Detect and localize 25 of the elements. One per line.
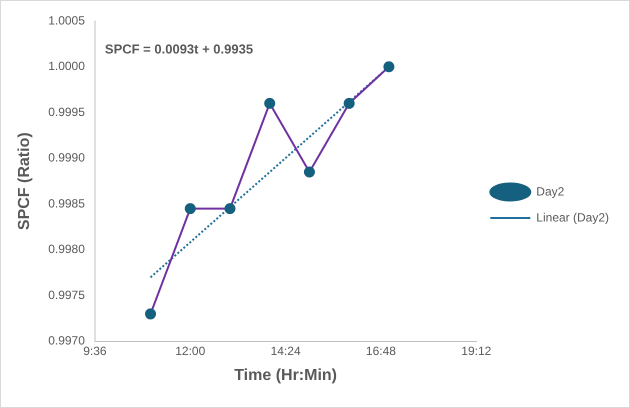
- x-axis-title: Time (Hr:Min): [234, 366, 338, 384]
- x-tick-label: 12:00: [175, 344, 206, 358]
- y-axis-title: SPCF (Ratio): [16, 132, 34, 230]
- y-tick-label: 1.0005: [48, 13, 86, 28]
- x-tick-label: 16:48: [366, 344, 396, 358]
- y-tick-label: 0.9975: [48, 288, 86, 302]
- y-tick-label: 0.9985: [48, 196, 86, 210]
- point: [344, 98, 355, 109]
- y-tick-label: 0.9995: [48, 104, 86, 119]
- point: [184, 203, 196, 214]
- x-tick-label: 19:12: [461, 344, 492, 358]
- point: [264, 98, 276, 109]
- x-tick-label: 14:24: [270, 344, 301, 358]
- y-tick-label: 0.9970: [48, 334, 86, 348]
- point: [304, 166, 315, 178]
- y-tick-label: 0.9980: [48, 242, 86, 256]
- x-tick-label: 9:36: [83, 344, 107, 358]
- legend-label: Linear (Day2): [536, 210, 610, 224]
- y-tick-label: 1.0000: [48, 59, 86, 74]
- point: [224, 203, 236, 214]
- legend-label: Day2: [536, 184, 565, 198]
- point: [145, 308, 156, 320]
- annotation: SPCF = 0.0093t + 0.9935: [104, 42, 254, 57]
- point: [383, 61, 394, 72]
- y-tick-label: 0.9990: [48, 150, 86, 165]
